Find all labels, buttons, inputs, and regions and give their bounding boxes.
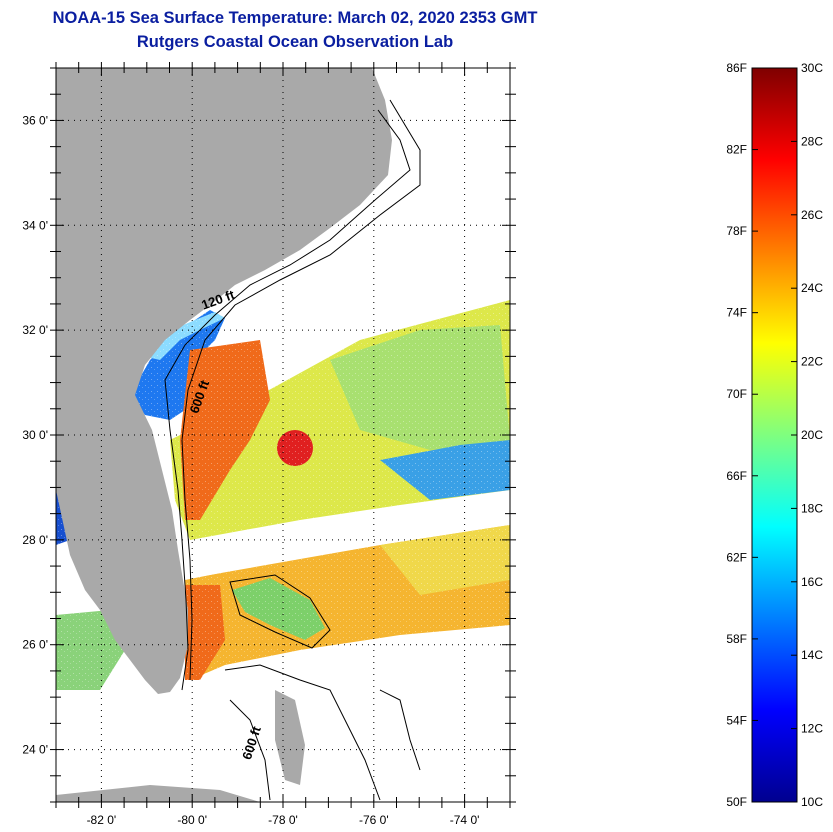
contour-600ft <box>181 99 421 681</box>
colorbar-label-f-8: 54F <box>726 713 747 727</box>
swath-gap <box>170 492 510 582</box>
x-tick-label-1: -80 0' <box>177 813 207 827</box>
y-tick-label-2: 32 0' <box>22 323 48 337</box>
y-tick-label-4: 28 0' <box>22 533 48 547</box>
y-tick-label-3: 30 0' <box>22 428 48 442</box>
x-tick-label-3: -76 0' <box>359 813 389 827</box>
colorbar-label-c-1: 28C <box>801 134 823 148</box>
colorbar-label-f-1: 82F <box>726 143 747 157</box>
colorbar-labels: 86F 82F 78F 74F 70F 66F 62F 58F 54F 50F 30C 28C 26C 2… <box>726 61 823 809</box>
colorbar-label-f-0: 86F <box>726 61 747 75</box>
map-title: NOAA-15 Sea Surface Temperature: March 0… <box>52 9 538 27</box>
colorbar-label-c-2: 26C <box>801 208 823 222</box>
colorbar-label-f-5: 66F <box>726 469 747 483</box>
colorbar-label-c-7: 16C <box>801 575 823 589</box>
colorbar-gradient <box>751 67 798 803</box>
colorbar-label-c-5: 20C <box>801 428 823 442</box>
land-layer <box>56 68 392 802</box>
x-tick-label-2: -78 0' <box>268 813 298 827</box>
y-tick-label-0: 36 0' <box>22 113 48 127</box>
map-gridlines <box>56 68 510 802</box>
y-tick-label-6: 24 0' <box>22 743 48 757</box>
x-tick-label-4: -74 0' <box>450 813 480 827</box>
colorbar-label-f-2: 78F <box>726 224 747 238</box>
colorbar-label-f-7: 58F <box>726 632 747 646</box>
colorbar: 86F 82F 78F 74F 70F 66F 62F 58F 54F 50F 30C 28C 26C 2… <box>726 61 823 809</box>
contour-bahamas <box>224 664 421 801</box>
andros-island <box>275 690 305 785</box>
colorbar-label-c-8: 14C <box>801 648 823 662</box>
colorbar-label-f-3: 74F <box>726 306 747 320</box>
map-plot-area <box>56 68 510 802</box>
y-tick-label-5: 26 0' <box>22 638 48 652</box>
colorbar-label-c-6: 18C <box>801 501 823 515</box>
colorbar-label-c-4: 22C <box>801 355 823 369</box>
us-coast-land <box>56 68 392 694</box>
map-axes: -82 0' -80 0' -78 0' -76 0' -74 0' 36 0' 34 0'… <box>22 62 516 827</box>
colorbar-label-c-3: 24C <box>801 281 823 295</box>
swath-south-edge <box>190 628 510 802</box>
colorbar-label-f-9: 50F <box>726 795 747 809</box>
colorbar-label-f-4: 70F <box>726 387 747 401</box>
x-tick-label-0: -82 0' <box>87 813 117 827</box>
colorbar-label-c-10: 10C <box>801 795 823 809</box>
map-subtitle: Rutgers Coastal Ocean Observation Lab <box>136 33 454 51</box>
cuba-coast-land <box>56 785 260 802</box>
contour-bank <box>229 574 331 649</box>
colorbar-label-c-0: 30C <box>801 61 823 75</box>
cloud-gaps <box>170 492 510 802</box>
y-tick-label-1: 34 0' <box>22 218 48 232</box>
colorbar-label-f-6: 62F <box>726 550 747 564</box>
colorbar-label-c-9: 12C <box>801 722 823 736</box>
